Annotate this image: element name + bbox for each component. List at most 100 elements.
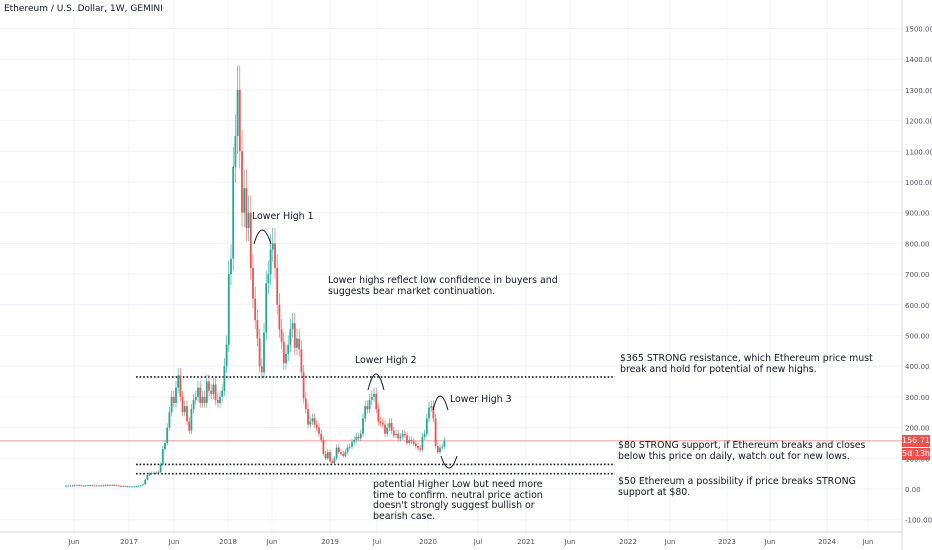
candle-body bbox=[311, 418, 314, 422]
candle-body bbox=[93, 485, 96, 487]
candle-body bbox=[124, 486, 127, 488]
candle-body bbox=[298, 338, 301, 350]
candle-body bbox=[82, 485, 85, 487]
candle-body bbox=[227, 274, 230, 345]
y-tick-label: 300.00 bbox=[905, 394, 930, 402]
candle-body bbox=[439, 447, 441, 453]
candle-body bbox=[315, 424, 318, 428]
candle-body bbox=[434, 418, 437, 447]
candle-body bbox=[384, 424, 386, 434]
candle-body bbox=[223, 366, 226, 391]
candle-body bbox=[421, 436, 424, 450]
candle-body bbox=[243, 188, 246, 213]
candle-body bbox=[397, 433, 400, 439]
candle-body bbox=[113, 485, 116, 486]
candle-body bbox=[188, 421, 191, 431]
fifty-dollar-comment: $50 Ethereum a possibility if price brea… bbox=[618, 476, 856, 498]
candle-body bbox=[322, 439, 325, 454]
x-tick-label: Jun bbox=[664, 538, 676, 546]
candle-body bbox=[175, 387, 177, 404]
candle-body bbox=[263, 332, 265, 373]
x-tick-label: Jun bbox=[862, 538, 874, 546]
candle-body bbox=[100, 485, 103, 487]
candle-body bbox=[377, 409, 380, 422]
x-tick-label: 2017 bbox=[120, 538, 138, 546]
support-comment: $80 STRONG support, if Ethereum breaks a… bbox=[618, 440, 866, 462]
candle-body bbox=[142, 484, 144, 486]
candle-body bbox=[390, 422, 393, 431]
y-tick-label: 600.00 bbox=[905, 302, 930, 310]
candle-body bbox=[102, 485, 105, 487]
candle-body bbox=[238, 89, 241, 152]
candle-body bbox=[214, 384, 217, 400]
candle-body bbox=[324, 453, 327, 459]
lower-high-3-label: Lower High 3 bbox=[450, 394, 512, 405]
candle-body bbox=[225, 344, 228, 367]
candle-body bbox=[117, 485, 120, 487]
candle-body bbox=[357, 436, 360, 439]
candle-body bbox=[84, 485, 87, 487]
candle-body bbox=[296, 338, 298, 348]
candle-body bbox=[412, 441, 415, 444]
y-tick-label: 400.00 bbox=[905, 363, 930, 371]
candle-body bbox=[252, 267, 254, 299]
candle-body bbox=[359, 433, 362, 439]
y-tick-label: 200.00 bbox=[905, 425, 930, 433]
candle-body bbox=[109, 485, 111, 486]
candle-body bbox=[168, 412, 171, 428]
candle-body bbox=[153, 472, 155, 474]
candle-body bbox=[355, 436, 358, 440]
candle-body bbox=[313, 418, 316, 425]
candle-body bbox=[274, 243, 276, 268]
candle-body bbox=[192, 399, 195, 410]
candle-body bbox=[247, 212, 250, 229]
candle-body bbox=[201, 396, 204, 404]
candle-body bbox=[414, 443, 417, 447]
higher-low-arc bbox=[440, 455, 458, 469]
candle-body bbox=[258, 338, 261, 367]
y-tick-label: 1400.00 bbox=[905, 56, 932, 64]
candle-body bbox=[436, 446, 439, 453]
candle-body bbox=[164, 442, 166, 450]
candle-body bbox=[144, 479, 147, 485]
candle-body bbox=[260, 366, 263, 373]
y-tick-label: 500.00 bbox=[905, 333, 930, 341]
candle-body bbox=[366, 406, 369, 410]
y-tick-label: 800.00 bbox=[905, 240, 930, 248]
last-price-tag: 156.71 bbox=[902, 435, 930, 447]
candle-body bbox=[381, 422, 384, 425]
x-tick-label: Jul bbox=[372, 538, 382, 546]
candle-body bbox=[65, 485, 67, 487]
lower-high-2-arc bbox=[367, 373, 385, 391]
candle-body bbox=[340, 452, 342, 454]
candle-body bbox=[271, 243, 274, 250]
candle-body bbox=[309, 421, 312, 425]
candle-body bbox=[95, 485, 98, 487]
candle-body bbox=[282, 341, 285, 364]
lower-high-1-arc bbox=[253, 229, 272, 245]
candle-body bbox=[219, 396, 221, 404]
candle-body bbox=[410, 439, 413, 442]
candle-body bbox=[373, 393, 375, 397]
candle-body bbox=[249, 212, 252, 268]
candle-body bbox=[122, 486, 125, 488]
candle-body bbox=[269, 249, 272, 275]
candle-body bbox=[148, 473, 151, 476]
candle-body bbox=[399, 436, 402, 439]
candle-body bbox=[417, 446, 419, 449]
symbol-title: Ethereum / U.S. Dollar, 1W, GEMINI bbox=[4, 4, 163, 14]
y-tick-label: 1000.00 bbox=[905, 179, 932, 187]
lower-high-2-label: Lower High 2 bbox=[355, 355, 417, 366]
y-tick-label: 0.00 bbox=[905, 486, 921, 494]
candle-body bbox=[320, 433, 323, 440]
candle-body bbox=[370, 396, 373, 400]
higher-low-comment: potential Higher Low but need more time … bbox=[373, 479, 543, 522]
candle-body bbox=[89, 485, 92, 487]
candle-body bbox=[265, 283, 268, 333]
candle-body bbox=[155, 472, 158, 474]
candle-body bbox=[199, 387, 202, 404]
candle-body bbox=[126, 486, 129, 488]
candle-body bbox=[443, 440, 446, 447]
